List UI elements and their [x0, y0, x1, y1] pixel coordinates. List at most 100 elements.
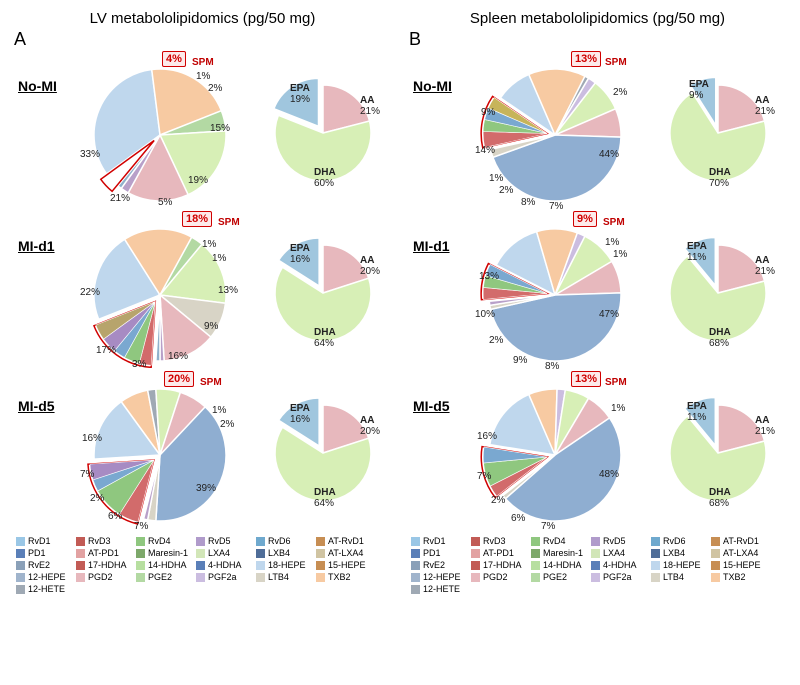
- legend-label: RvD1: [423, 536, 446, 546]
- legend-item: RvD4: [531, 536, 591, 546]
- legend-swatch: [76, 549, 85, 558]
- legend-item: RvD4: [136, 536, 196, 546]
- legend-label: RvD6: [268, 536, 291, 546]
- legend-item: RvD1: [411, 536, 471, 546]
- figure-container: LV metabololipidomics (pg/50 mg) A No-MI…: [10, 10, 790, 596]
- legend-label: RvD4: [543, 536, 566, 546]
- legend-swatch: [711, 573, 720, 582]
- legend-label: AT-RvD1: [328, 536, 364, 546]
- legend-label: 17-HDHA: [88, 560, 127, 570]
- legend-label: LTB4: [663, 572, 684, 582]
- legend-item: RvE2: [16, 560, 76, 570]
- legend-label: TXB2: [328, 572, 351, 582]
- legend-item: TXB2: [711, 572, 771, 582]
- legend-swatch: [531, 549, 540, 558]
- column-a: LV metabololipidomics (pg/50 mg) A No-MI…: [10, 10, 395, 596]
- legend-label: RvD5: [603, 536, 626, 546]
- large-pie: 16%7%2%6%7%39%2%1% 20% SPM: [70, 373, 250, 528]
- legend-item: 14-HDHA: [136, 560, 196, 570]
- legend-label: 12-HETE: [28, 584, 65, 594]
- spm-label: SPM: [200, 377, 222, 388]
- legend-item: RvD5: [196, 536, 256, 546]
- small-pie: DHA64%AA20%EPA16%: [258, 225, 388, 355]
- small-pie: DHA60%AA21%EPA19%: [258, 65, 388, 195]
- legend-swatch: [196, 549, 205, 558]
- legend-swatch: [196, 561, 205, 570]
- legend-label: RvD3: [483, 536, 506, 546]
- legend-label: AT-PD1: [483, 548, 514, 558]
- column-b: Spleen metabololipidomics (pg/50 mg) B N…: [405, 10, 790, 596]
- legend-label: 15-HEPE: [723, 560, 761, 570]
- legend-item: RvD3: [471, 536, 531, 546]
- legend-swatch: [471, 573, 480, 582]
- legend-label: LXA4: [208, 548, 230, 558]
- legend-item: AT-RvD1: [711, 536, 771, 546]
- legend-label: 4-HDHA: [603, 560, 637, 570]
- legend-item: Maresin-1: [136, 548, 196, 558]
- panel-letter-a: A: [14, 29, 395, 50]
- legend-item: PD1: [16, 548, 76, 558]
- legend-item: PGE2: [531, 572, 591, 582]
- small-pie: DHA70%AA21%EPA9%: [653, 65, 783, 195]
- legend-label: PGE2: [543, 572, 567, 582]
- legend-swatch: [76, 573, 85, 582]
- legend-label: RvD4: [148, 536, 171, 546]
- legend-item: PGE2: [136, 572, 196, 582]
- large-pie: 33%21%5%19%15%2%1% 4% SPM: [70, 53, 250, 208]
- legend-swatch: [256, 549, 265, 558]
- legend-swatch: [136, 549, 145, 558]
- legend-item: 18-HEPE: [256, 560, 316, 570]
- legend-label: PGF2a: [208, 572, 237, 582]
- legend-label: LXB4: [663, 548, 685, 558]
- spm-callout: 4%: [162, 51, 186, 67]
- legend-label: Maresin-1: [543, 548, 583, 558]
- legend-label: AT-LXA4: [328, 548, 363, 558]
- legend-item: 12-HEPE: [16, 572, 76, 582]
- spm-callout: 20%: [164, 371, 194, 387]
- legend-label: 18-HEPE: [268, 560, 306, 570]
- legend-label: AT-LXA4: [723, 548, 758, 558]
- legend-swatch: [471, 537, 480, 546]
- legend-swatch: [651, 573, 660, 582]
- chart-row: No-MI 9%14%1%2%8%7%44%2% 13% SPM DHA70%A…: [405, 50, 790, 210]
- small-pie: DHA64%AA20%EPA16%: [258, 385, 388, 515]
- chart-row: MI-d5 16%7%2%6%7%48%1% 13% SPM DHA68%AA2…: [405, 370, 790, 530]
- legend-item: 14-HDHA: [531, 560, 591, 570]
- legend-item: 18-HEPE: [651, 560, 711, 570]
- large-pie: 9%14%1%2%8%7%44%2% 13% SPM: [465, 53, 645, 208]
- small-pie: DHA68%AA21%EPA11%: [653, 385, 783, 515]
- spm-callout: 9%: [573, 211, 597, 227]
- legend-label: PD1: [28, 548, 46, 558]
- legend-swatch: [16, 573, 25, 582]
- legend-b: RvD1RvD3RvD4RvD5RvD6AT-RvD1PD1AT-PD1Mare…: [405, 536, 790, 596]
- legend-item: 17-HDHA: [76, 560, 136, 570]
- legend-item: AT-LXA4: [711, 548, 771, 558]
- legend-swatch: [411, 561, 420, 570]
- legend-item: RvD6: [651, 536, 711, 546]
- legend-swatch: [411, 573, 420, 582]
- legend-label: PGD2: [483, 572, 508, 582]
- legend-item: RvD5: [591, 536, 651, 546]
- legend-item: Maresin-1: [531, 548, 591, 558]
- column-b-title: Spleen metabololipidomics (pg/50 mg): [405, 10, 790, 27]
- legend-swatch: [196, 573, 205, 582]
- chart-row: MI-d1 22%17%3%16%9%13%1%1% 18% SPM DHA64…: [10, 210, 395, 370]
- legend-item: TXB2: [316, 572, 376, 582]
- legend-swatch: [651, 561, 660, 570]
- legend-label: RvD6: [663, 536, 686, 546]
- legend-swatch: [591, 561, 600, 570]
- spm-label: SPM: [605, 377, 627, 388]
- legend-swatch: [316, 573, 325, 582]
- row-label: MI-d1: [18, 238, 55, 254]
- legend-label: LXB4: [268, 548, 290, 558]
- legend-item: 4-HDHA: [591, 560, 651, 570]
- chart-row: MI-d1 13%10%2%9%8%47%1%1% 9% SPM DHA68%A…: [405, 210, 790, 370]
- legend-label: Maresin-1: [148, 548, 188, 558]
- large-pie: 22%17%3%16%9%13%1%1% 18% SPM: [70, 213, 250, 368]
- legend-swatch: [136, 561, 145, 570]
- legend-label: 12-HEPE: [28, 572, 66, 582]
- legend-swatch: [471, 549, 480, 558]
- legend-item: RvE2: [411, 560, 471, 570]
- spm-label: SPM: [218, 217, 240, 228]
- legend-item: LXA4: [196, 548, 256, 558]
